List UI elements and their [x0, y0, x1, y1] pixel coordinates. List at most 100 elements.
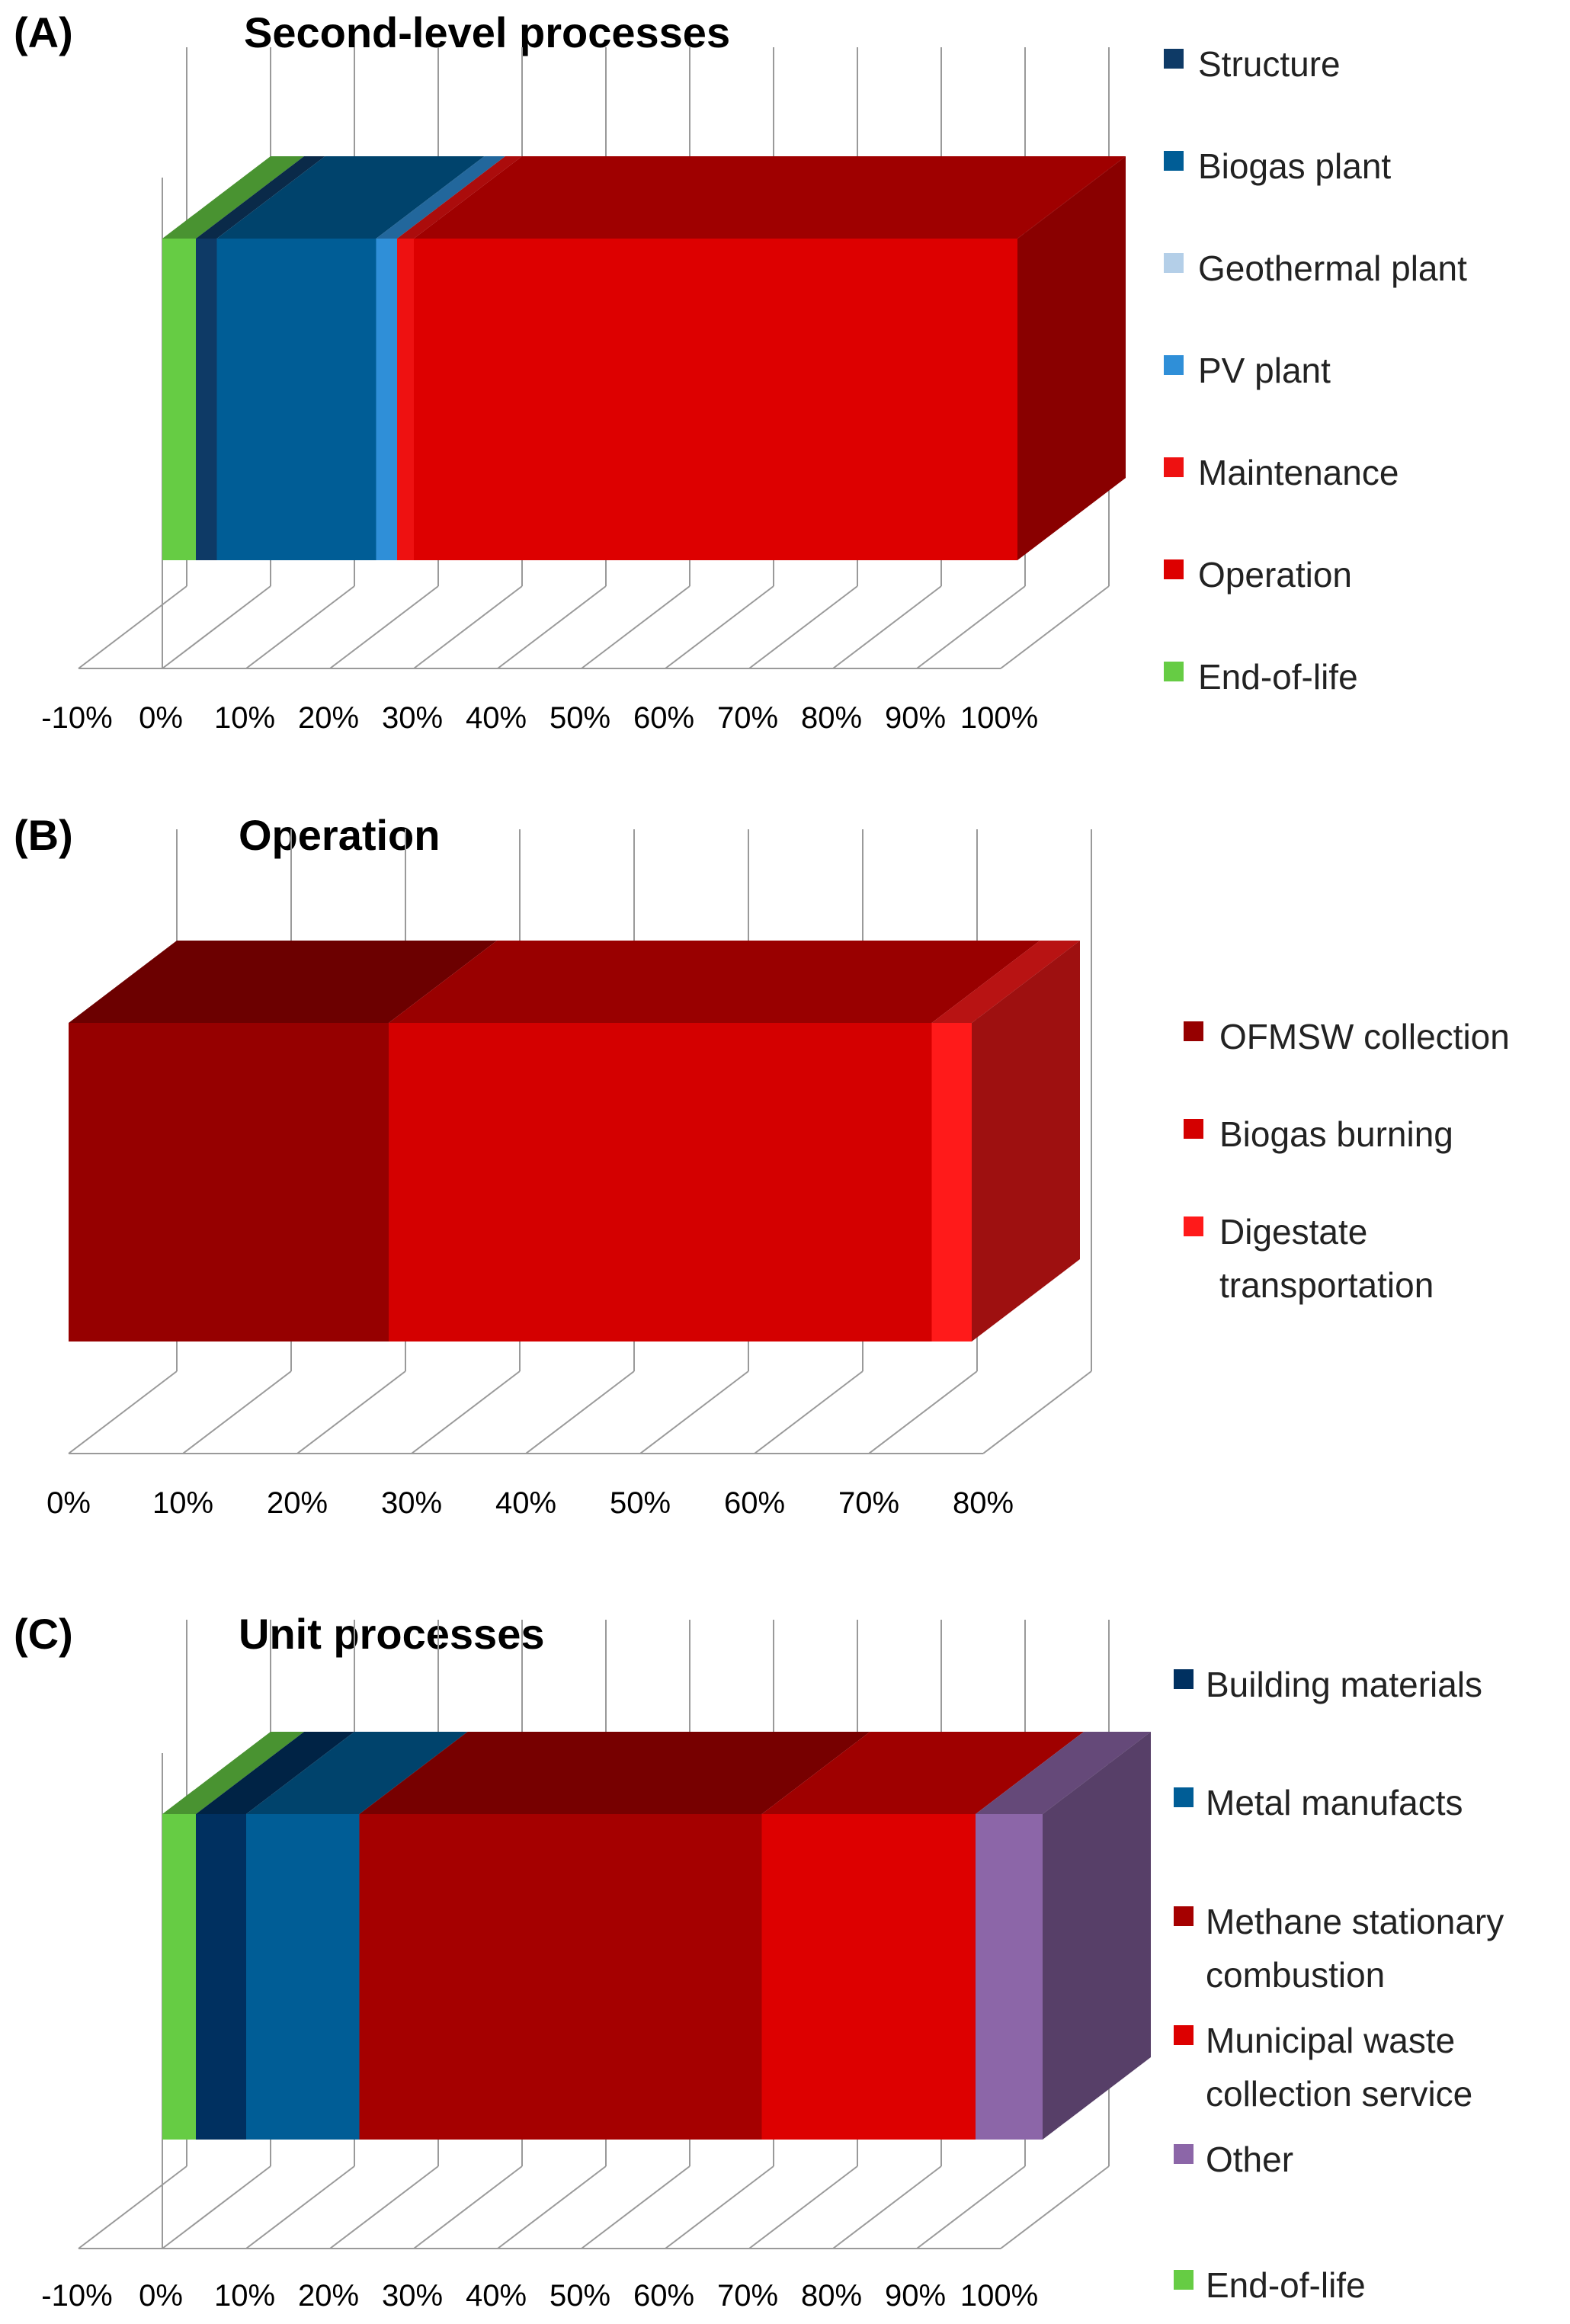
- floor-gridline: [665, 585, 774, 669]
- bar-segment-methane-stationary-combustion: [359, 1814, 762, 2140]
- panel-a-label: (A): [14, 8, 73, 56]
- x-tick-label: 30%: [382, 2279, 443, 2313]
- floor-gridline: [748, 585, 858, 669]
- x-tick-label: 90%: [885, 701, 946, 735]
- legend-swatch-biogas-plant: [1164, 151, 1184, 171]
- legend-swatch-end-of-life: [1174, 2270, 1194, 2290]
- x-tick-label: 70%: [717, 2279, 778, 2313]
- bar-side-operation: [1017, 156, 1126, 560]
- x-tick-label: 20%: [267, 1486, 328, 1520]
- legend-swatch-structure: [1164, 49, 1184, 69]
- bar-side-digestate-transportation: [972, 941, 1080, 1342]
- x-tick-label: 40%: [466, 2279, 527, 2313]
- legend-label-methane-stationary-combustion: Methane stationary: [1206, 1902, 1504, 1941]
- x-tick-label: 60%: [724, 1486, 785, 1520]
- legend-label-pv-plant: PV plant: [1198, 351, 1331, 390]
- legend-swatch-municipal-waste-collection-service: [1174, 2025, 1194, 2045]
- legend-swatch-methane-stationary-combustion: [1174, 1906, 1194, 1926]
- floor-gridline: [754, 1370, 864, 1454]
- bar-segment-building-materials: [196, 1814, 246, 2140]
- legend-swatch-end-of-life: [1164, 662, 1184, 681]
- bar-segment-structure-top: [196, 156, 325, 239]
- floor-gridline: [916, 2165, 1026, 2249]
- x-tick-label: -10%: [41, 701, 112, 735]
- bar-segment-municipal-waste-collection-service-top: [761, 1732, 1084, 1814]
- bar-segment-end-of-life: [162, 239, 196, 560]
- x-tick-label: 80%: [801, 2279, 862, 2313]
- x-tick-label: 0%: [139, 2279, 183, 2313]
- floor-gridline: [182, 1370, 292, 1454]
- legend-label-biogas-plant: Biogas plant: [1198, 146, 1391, 186]
- x-tick-label: 100%: [960, 701, 1038, 735]
- floor-gridline: [497, 2165, 607, 2249]
- bar-segment-operation-top: [414, 156, 1126, 239]
- floor-gridline: [665, 2165, 774, 2249]
- floor-gridline: [1000, 585, 1110, 669]
- bar-segment-ofmsw-collection: [69, 1023, 389, 1342]
- legend-label-municipal-waste-collection-service: collection service: [1206, 2074, 1472, 2114]
- x-tick-label: 0%: [46, 1486, 91, 1520]
- chart-unit-processes: -10% 0% 10% 20% 30% 40% 50% 60% 70% 80% 90% 100% Bui…: [41, 1620, 1504, 2313]
- legend-swatch-biogas-burning: [1184, 1119, 1203, 1139]
- bar-segment-metal-manufacts: [246, 1814, 360, 2140]
- bar-segment-pv-plant-top: [376, 156, 505, 239]
- legend-label-maintenance: Maintenance: [1198, 453, 1399, 492]
- floor-gridline: [413, 585, 523, 669]
- floor-gridline: [1000, 2165, 1110, 2249]
- x-tick-label: 30%: [381, 1486, 442, 1520]
- bar-segment-other: [976, 1814, 1043, 2140]
- x-tick-label: 20%: [298, 2279, 359, 2313]
- x-tick-label: 80%: [801, 701, 862, 735]
- legend-swatch-other: [1174, 2144, 1194, 2164]
- chart-second-level-processes: -10% 0% 10% 20% 30% 40% 50% 60% 70% 80% 90% 100% Str…: [41, 44, 1467, 735]
- panel-b-title: Operation: [239, 811, 440, 859]
- legend-label-end-of-life: End-of-life: [1198, 657, 1358, 697]
- legend-label-operation: Operation: [1198, 555, 1352, 595]
- x-tick-label: 30%: [382, 701, 443, 735]
- x-tick-label: 60%: [633, 2279, 694, 2313]
- legend-label-geothermal-plant: Geothermal plant: [1198, 248, 1467, 288]
- floor-gridline: [78, 2165, 187, 2249]
- bar-segment-maintenance: [397, 239, 414, 560]
- legend-swatch-maintenance: [1164, 457, 1184, 477]
- panel-a-title: Second-level processes: [244, 8, 730, 56]
- legend-label-ofmsw-collection: OFMSW collection: [1219, 1017, 1510, 1056]
- legend-label-municipal-waste-collection-service: Municipal waste: [1206, 2021, 1455, 2060]
- x-tick-label: -10%: [41, 2279, 112, 2313]
- x-tick-label: 50%: [610, 1486, 671, 1520]
- bar-segment-end-of-life-top: [162, 1732, 304, 1814]
- legend-label-end-of-life: End-of-life: [1206, 2265, 1366, 2305]
- x-tick-label: 40%: [495, 1486, 556, 1520]
- panel-c-label: (C): [14, 1610, 73, 1658]
- floor-gridline: [748, 2165, 858, 2249]
- floor-gridline: [245, 2165, 355, 2249]
- x-tick-label: 10%: [214, 2279, 275, 2313]
- legend-swatch-geothermal-plant: [1164, 253, 1184, 273]
- legend-label-metal-manufacts: Metal manufacts: [1206, 1783, 1463, 1822]
- floor-gridline: [916, 585, 1026, 669]
- floor-gridline: [78, 585, 187, 669]
- bar-segment-biogas-burning: [389, 1023, 932, 1342]
- floor-gridline: [162, 585, 271, 669]
- legend-label-structure: Structure: [1198, 44, 1341, 84]
- x-tick-label: 90%: [885, 2279, 946, 2313]
- legend-swatch-ofmsw-collection: [1184, 1021, 1203, 1041]
- floor-gridline: [581, 585, 690, 669]
- legend-label-digestate-transportation: Digestate: [1219, 1212, 1367, 1252]
- bar-segment-digestate-transportation-top: [931, 941, 1080, 1023]
- bar-segment-building-materials-top: [196, 1732, 354, 1814]
- x-tick-label: 60%: [633, 701, 694, 735]
- floor-gridline: [329, 585, 439, 669]
- bar-segment-municipal-waste-collection-service: [761, 1814, 976, 2140]
- floor-gridline: [68, 1370, 178, 1454]
- legend-label-building-materials: Building materials: [1206, 1665, 1482, 1704]
- bar-segment-biogas-plant: [216, 239, 376, 560]
- x-tick-label: 10%: [214, 701, 275, 735]
- bar-segment-end-of-life: [162, 1814, 196, 2140]
- bar-segment-other-top: [976, 1732, 1151, 1814]
- bar-segment-end-of-life-top: [162, 156, 304, 239]
- bar-segment-pv-plant: [376, 239, 397, 560]
- x-tick-label: 50%: [550, 2279, 610, 2313]
- x-tick-label: 80%: [953, 1486, 1014, 1520]
